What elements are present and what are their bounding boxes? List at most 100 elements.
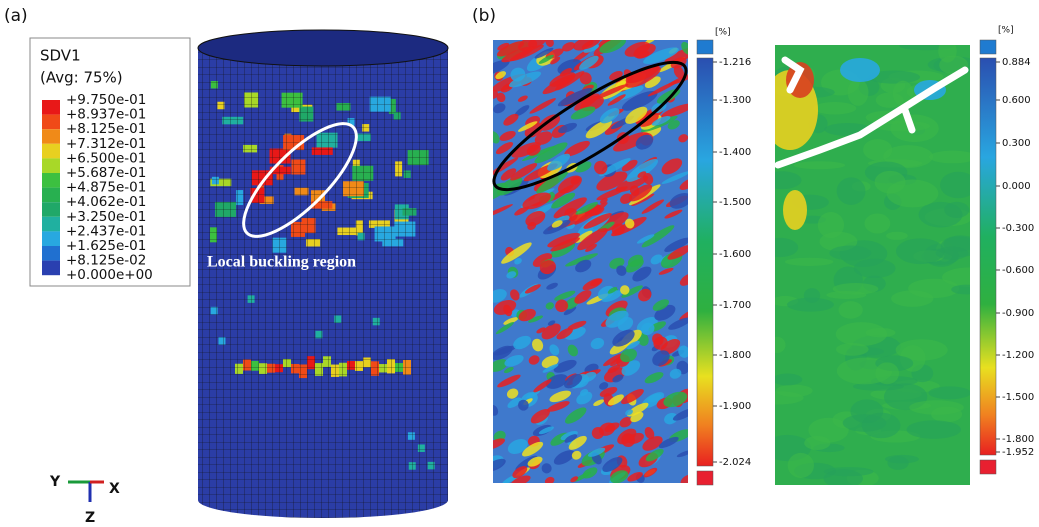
legend-swatch bbox=[42, 231, 60, 246]
contour-blob bbox=[883, 145, 934, 168]
contour-blob bbox=[554, 290, 576, 301]
colorbar-label: -2.024 bbox=[719, 457, 751, 468]
contour-blob bbox=[557, 175, 582, 194]
contour-blob bbox=[613, 132, 649, 152]
contour-blob bbox=[506, 271, 517, 279]
contour-blob bbox=[598, 422, 616, 436]
contour-blob bbox=[620, 285, 630, 295]
contour-blob bbox=[581, 40, 600, 50]
contour-blob bbox=[583, 213, 612, 229]
contour-blob bbox=[635, 134, 654, 150]
contour-blob bbox=[836, 177, 866, 205]
colorbar-label: 0.600 bbox=[1002, 95, 1031, 106]
crack-line bbox=[775, 56, 969, 169]
contour-blob bbox=[664, 46, 688, 65]
strain-contours bbox=[493, 40, 688, 483]
contour-blob bbox=[620, 193, 633, 204]
contour-blob bbox=[495, 71, 506, 80]
contour-blob bbox=[501, 46, 534, 63]
contour-blob bbox=[594, 160, 608, 175]
contour-blob bbox=[607, 364, 621, 374]
contour-blob bbox=[556, 327, 573, 340]
contour-blob bbox=[544, 476, 555, 483]
contour-blob bbox=[793, 161, 846, 170]
contour-blob bbox=[892, 80, 914, 107]
contour-blob bbox=[596, 171, 628, 191]
contour-blob bbox=[495, 321, 514, 335]
contour-blob bbox=[621, 285, 643, 298]
colorbar-label: -1.952 bbox=[1002, 447, 1034, 458]
colorbar-label: -1.800 bbox=[719, 350, 751, 361]
contour-blob bbox=[669, 192, 688, 209]
contour-blob bbox=[547, 232, 581, 248]
contour-blob bbox=[536, 327, 546, 334]
contour-blob bbox=[542, 364, 559, 373]
contour-blob bbox=[599, 40, 626, 54]
contour-blob bbox=[510, 475, 531, 483]
contour-blob bbox=[549, 344, 560, 356]
contour-blob bbox=[775, 373, 803, 386]
legend-label: +7.312e-01 bbox=[66, 136, 146, 152]
colorbar-label: -0.600 bbox=[1002, 265, 1034, 276]
contour-blob bbox=[575, 259, 592, 273]
contour-blob bbox=[526, 144, 541, 156]
legend-label: +0.000e+00 bbox=[66, 267, 153, 283]
legend-swatch bbox=[42, 143, 60, 159]
contour-blob bbox=[509, 71, 542, 88]
contour-blob bbox=[534, 142, 568, 164]
legend-label: +9.750e-01 bbox=[66, 92, 146, 108]
contour-blob bbox=[517, 95, 528, 102]
contour-blob bbox=[585, 244, 597, 252]
contour-blob bbox=[804, 435, 831, 450]
contour-blob bbox=[576, 391, 593, 405]
contour-blob bbox=[673, 65, 685, 79]
contour-blob bbox=[607, 286, 618, 294]
contour-blob bbox=[637, 171, 647, 178]
contour-blob bbox=[582, 278, 603, 291]
contour-blob bbox=[529, 98, 556, 114]
contour-blob bbox=[642, 436, 663, 451]
contour-blob bbox=[621, 389, 644, 405]
contour-blob bbox=[528, 40, 538, 49]
contour-blob bbox=[496, 41, 525, 57]
contour-blob bbox=[861, 412, 901, 439]
contour-blob bbox=[583, 44, 599, 53]
contour-blob bbox=[625, 64, 660, 84]
contour-blob bbox=[679, 178, 688, 190]
contour-blob bbox=[884, 454, 919, 464]
contour-blob bbox=[650, 254, 663, 265]
contour-blob bbox=[928, 150, 970, 164]
contour-blob bbox=[587, 447, 606, 457]
contour-blob bbox=[493, 299, 517, 315]
legend-swatch bbox=[42, 100, 60, 115]
legend-label: +3.250e-01 bbox=[66, 209, 146, 225]
contour-blob bbox=[493, 131, 500, 144]
contour-blob bbox=[787, 452, 814, 478]
contour-blob bbox=[829, 245, 872, 261]
cylinder-top bbox=[197, 29, 449, 67]
legend-label: +5.687e-01 bbox=[66, 165, 146, 181]
contour-blob bbox=[525, 211, 546, 227]
contour-blob bbox=[652, 299, 670, 311]
contour-blob bbox=[647, 393, 662, 403]
contour-blob bbox=[641, 225, 675, 248]
legend-swatch bbox=[42, 202, 60, 217]
contour-blob bbox=[627, 471, 643, 482]
contour-blob bbox=[493, 359, 508, 372]
colorbar-label: -1.800 bbox=[1002, 434, 1034, 445]
axis-triad: Y X Z bbox=[49, 474, 120, 526]
contour-blob bbox=[633, 43, 656, 59]
contour-blob bbox=[512, 466, 528, 479]
contour-blob bbox=[517, 399, 529, 411]
contour-blob bbox=[562, 42, 576, 52]
contour-blob bbox=[528, 355, 540, 365]
contour-blob bbox=[507, 438, 528, 454]
contour-blob bbox=[838, 301, 863, 319]
contour-blob bbox=[503, 317, 519, 325]
contour-blob bbox=[568, 435, 587, 450]
colorbar-label: -1.400 bbox=[719, 147, 751, 158]
contour-blob bbox=[602, 456, 623, 472]
colorbar-over bbox=[979, 39, 997, 55]
contour-blob bbox=[625, 218, 635, 229]
